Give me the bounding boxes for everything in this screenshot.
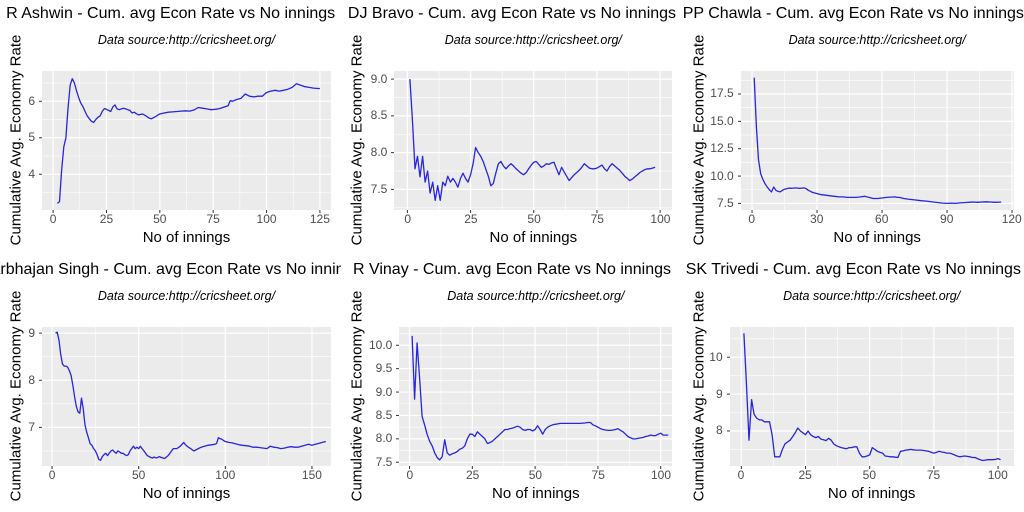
x-tick-label: 75 bbox=[591, 468, 605, 482]
x-axis-label: No of innings bbox=[489, 229, 578, 246]
x-tick-label: 100 bbox=[650, 212, 671, 226]
x-tick-label: 100 bbox=[651, 468, 672, 482]
x-tick-label: 50 bbox=[862, 468, 877, 482]
y-tick-label: 8.5 bbox=[370, 108, 388, 123]
x-tick-label: 25 bbox=[464, 212, 478, 226]
y-tick-label: 17.5 bbox=[710, 86, 734, 101]
y-tick-label: 12.5 bbox=[710, 141, 734, 156]
chart-title-wrap: PP Chawla - Cum. avg Econ Rate vs No inn… bbox=[683, 4, 1024, 26]
x-tick-label: 50 bbox=[528, 468, 543, 482]
chart-title-wrap: SK Trivedi - Cum. avg Econ Rate vs No in… bbox=[683, 260, 1024, 282]
y-tick-label: 8.0 bbox=[370, 145, 388, 160]
y-tick-label: 8 bbox=[28, 372, 35, 387]
x-axis-label: No of innings bbox=[142, 229, 231, 246]
y-tick-label: 9 bbox=[28, 325, 35, 340]
chart-cell: SK Trivedi - Cum. avg Econ Rate vs No in… bbox=[683, 256, 1024, 512]
x-tick-label: 25 bbox=[798, 468, 812, 482]
chart-title-wrap: R Vinay - Cum. avg Econ Rate vs No innin… bbox=[341, 260, 682, 282]
chart-title: Harbhajan Singh - Cum. avg Econ Rate vs … bbox=[0, 261, 342, 278]
chart-cell: R Ashwin - Cum. avg Econ Rate vs No inni… bbox=[0, 0, 341, 256]
x-axis-label: No of innings bbox=[833, 229, 921, 246]
y-tick-label: 7.5 bbox=[375, 454, 393, 469]
x-tick-label: 50 bbox=[527, 212, 541, 226]
plot-svg bbox=[737, 71, 1014, 213]
chart-title: DJ Bravo - Cum. avg Econ Rate vs No inni… bbox=[347, 5, 677, 22]
chart-title-wrap: Harbhajan Singh - Cum. avg Econ Rate vs … bbox=[0, 260, 341, 282]
y-tick-label: 10 bbox=[709, 349, 723, 364]
y-tick-label: 7 bbox=[28, 419, 35, 434]
y-tick-label: 9.0 bbox=[370, 71, 388, 86]
y-tick-label: 9.0 bbox=[375, 384, 393, 399]
chart-cell: PP Chawla - Cum. avg Econ Rate vs No inn… bbox=[683, 0, 1024, 256]
chart-subtitle: Data source:http://cricsheet.org/ bbox=[788, 33, 966, 47]
x-tick-label: 75 bbox=[590, 212, 604, 226]
plot-svg bbox=[726, 327, 1014, 469]
x-axis-label: No of innings bbox=[492, 485, 580, 502]
x-tick-label: 0 bbox=[748, 212, 756, 226]
y-tick-label: 8 bbox=[715, 423, 723, 438]
x-tick-label: 90 bbox=[940, 212, 954, 226]
chart-subtitle: Data source:http://cricsheet.org/ bbox=[447, 289, 625, 303]
chart-subtitle: Data source:http://cricsheet.org/ bbox=[97, 289, 276, 303]
y-tick-label: 8.0 bbox=[375, 431, 393, 446]
x-tick-label: 30 bbox=[810, 212, 824, 226]
x-tick-label: 25 bbox=[99, 212, 114, 226]
y-tick-label: 6 bbox=[28, 93, 35, 108]
x-tick-label: 100 bbox=[987, 468, 1008, 482]
x-tick-label: 50 bbox=[153, 212, 167, 226]
chart-subtitle: Data source:http://cricsheet.org/ bbox=[444, 33, 622, 47]
chart-title: SK Trivedi - Cum. avg Econ Rate vs No in… bbox=[685, 261, 1021, 278]
y-tick-label: 9 bbox=[715, 386, 723, 401]
y-tick-label: 7.5 bbox=[716, 195, 734, 210]
y-tick-label: 10.0 bbox=[368, 337, 393, 352]
y-tick-label: 5 bbox=[28, 130, 35, 145]
y-tick-label: 15.0 bbox=[710, 113, 734, 128]
y-tick-label: 9.5 bbox=[375, 361, 393, 376]
x-tick-label: 0 bbox=[48, 468, 56, 482]
plot-svg bbox=[396, 327, 673, 469]
y-tick-label: 7.5 bbox=[370, 181, 388, 196]
y-tick-label: 8.5 bbox=[375, 407, 393, 422]
x-tick-label: 50 bbox=[131, 468, 146, 482]
chart-subtitle: Data source:http://cricsheet.org/ bbox=[783, 289, 961, 303]
chart-title: R Vinay - Cum. avg Econ Rate vs No innin… bbox=[352, 261, 672, 278]
x-tick-label: 75 bbox=[206, 212, 220, 226]
x-tick-label: 100 bbox=[215, 468, 236, 482]
x-tick-label: 0 bbox=[406, 468, 414, 482]
x-tick-label: 120 bbox=[1001, 212, 1022, 226]
chart-title: R Ashwin - Cum. avg Econ Rate vs No inni… bbox=[6, 5, 336, 22]
x-tick-label: 60 bbox=[875, 212, 889, 226]
x-tick-label: 150 bbox=[301, 468, 322, 482]
x-axis-label: No of innings bbox=[142, 485, 231, 502]
chart-title: PP Chawla - Cum. avg Econ Rate vs No inn… bbox=[682, 5, 1024, 22]
y-tick-label: 10.0 bbox=[710, 168, 734, 183]
x-tick-label: 0 bbox=[49, 212, 57, 226]
chart-subtitle: Data source:http://cricsheet.org/ bbox=[97, 33, 276, 47]
x-tick-label: 125 bbox=[309, 212, 330, 226]
plot-svg bbox=[39, 327, 331, 469]
chart-cell: R Vinay - Cum. avg Econ Rate vs No innin… bbox=[341, 256, 682, 512]
x-tick-label: 100 bbox=[256, 212, 277, 226]
x-tick-label: 75 bbox=[926, 468, 941, 482]
plot-svg bbox=[391, 71, 673, 213]
chart-cell: Harbhajan Singh - Cum. avg Econ Rate vs … bbox=[0, 256, 341, 512]
x-tick-label: 0 bbox=[737, 468, 745, 482]
y-tick-label: 4 bbox=[28, 166, 35, 181]
chart-title-wrap: DJ Bravo - Cum. avg Econ Rate vs No inni… bbox=[341, 4, 682, 26]
chart-cell: DJ Bravo - Cum. avg Econ Rate vs No inni… bbox=[341, 0, 682, 256]
x-tick-label: 0 bbox=[404, 212, 412, 226]
plot-svg bbox=[39, 71, 331, 213]
x-tick-label: 25 bbox=[465, 468, 480, 482]
chart-title-wrap: R Ashwin - Cum. avg Econ Rate vs No inni… bbox=[0, 4, 341, 26]
x-axis-label: No of innings bbox=[827, 485, 916, 502]
